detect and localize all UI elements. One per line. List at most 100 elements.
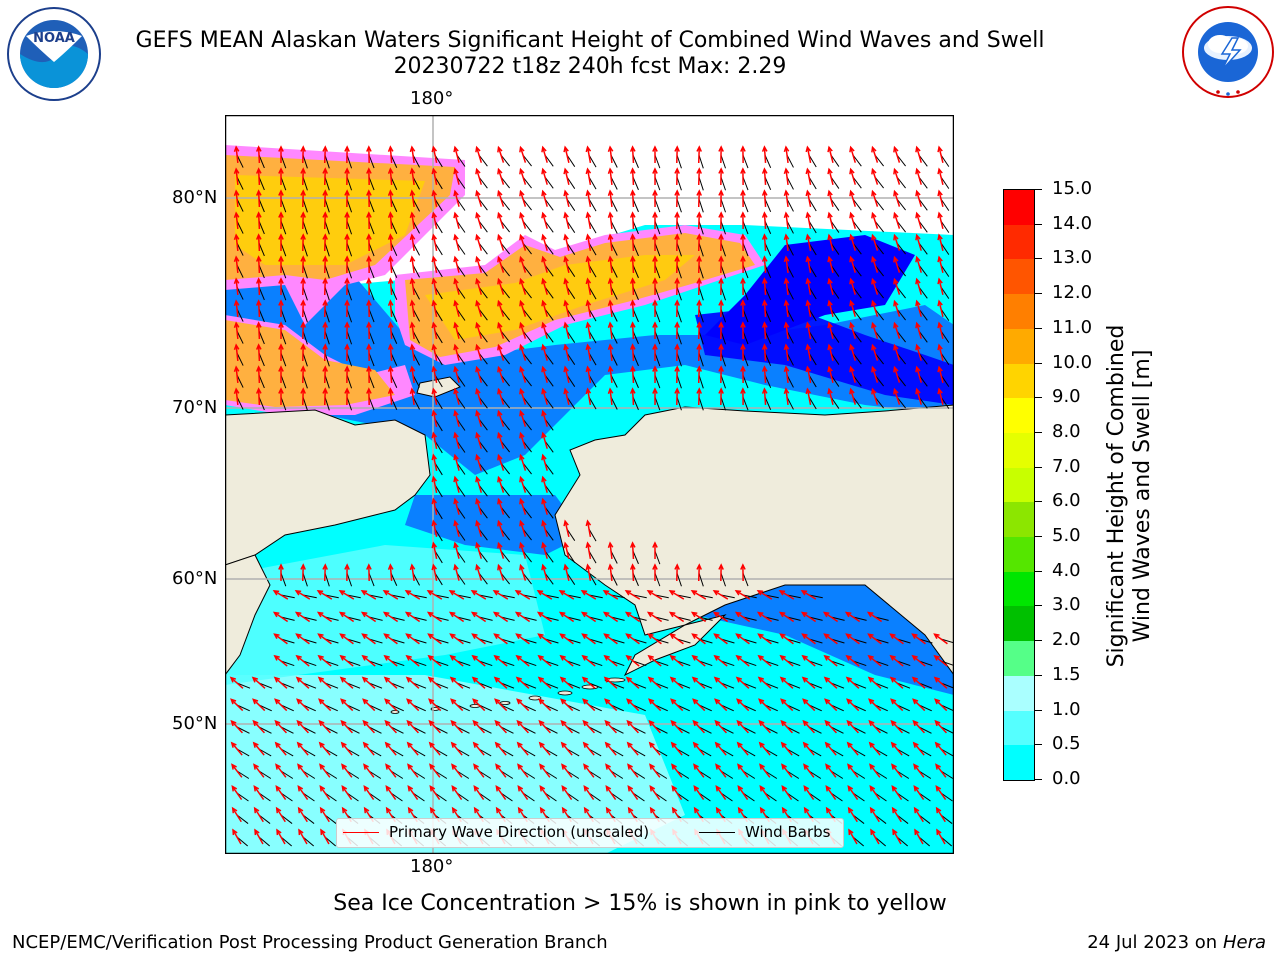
wind-barb [390,352,398,366]
wind-barb [742,682,757,689]
wave-arrow [454,323,460,339]
wind-barb [544,748,558,757]
wave-arrow-head [696,343,702,350]
wave-arrow [257,190,261,208]
wave-arrow [385,764,397,778]
wave-arrow-head [646,611,654,618]
wind-barb [786,638,801,644]
wind-barb [324,792,337,802]
wave-arrow-head [649,806,656,814]
wind-barb [852,330,862,343]
wave-arrow-head [849,365,855,373]
wave-arrow-head [868,741,875,748]
wave-arrow [429,742,441,756]
wind-barb [764,242,772,257]
wave-arrow [497,367,505,383]
wave-arrow-head [516,719,523,727]
wave-arrow-head [427,654,434,661]
wind-barb [676,198,682,213]
wave-arrow-head [718,387,724,394]
wave-arrow [253,742,265,756]
wind-barb [456,418,466,431]
wind-barb [500,660,515,667]
wave-arrow [736,720,750,734]
wind-barb [588,528,597,542]
wind-barb [236,176,244,190]
wind-barb [258,726,272,734]
wave-arrow [341,764,353,778]
wave-arrow-head [409,233,416,241]
wave-arrow [586,322,592,340]
wave-arrow-head [278,167,284,174]
wave-arrow [871,213,879,229]
wave-arrow-head [867,633,874,640]
wave-arrow-head [915,343,921,351]
wave-arrow-head [871,387,877,395]
wave-arrow [257,168,261,186]
wave-arrow-head [362,719,369,727]
wind-barb [500,330,511,343]
wave-arrow-head [585,233,592,241]
wind-barb [764,792,777,802]
wave-arrow [475,301,483,317]
wave-arrow [363,742,375,756]
wind-barb [368,792,381,802]
wind-barb [698,616,713,621]
colorbar-tick-mark [1034,501,1042,503]
wave-arrow-head [453,343,459,351]
wave-arrow-head [652,387,658,394]
barb-legend-swatch [699,832,735,833]
wave-arrow [714,655,728,667]
wind-barb [830,704,844,712]
wave-arrow [781,764,793,778]
wave-arrow-head [387,563,394,570]
wind-barb [544,616,559,621]
wave-arrow-head [519,277,525,285]
wind-barb [940,220,950,233]
wind-barb [478,308,488,321]
wave-arrow-head [627,785,634,792]
wave-arrow [780,633,794,645]
wind-barb [676,176,682,191]
colorbar-tick-label: 13.0 [1052,247,1093,269]
wind-barb [368,242,375,257]
wind-barb [390,396,398,410]
wind-barb [456,660,471,667]
wind-barb [478,396,488,409]
wind-barb [566,682,581,689]
wind-barb [720,616,735,621]
wave-arrow [257,278,261,296]
wave-arrow-head [718,299,724,306]
wave-arrow [609,256,613,274]
wave-arrow [916,169,922,185]
wind-barb [830,616,845,621]
wave-arrow [432,499,438,515]
wave-arrow-head [278,365,284,372]
wave-arrow [497,257,505,273]
wave-arrow-head [849,189,855,197]
wave-arrow-head [915,167,921,175]
wave-arrow-head [761,189,768,196]
wind-barb [280,594,295,599]
wave-arrow-head [847,785,854,792]
wind-barb [830,748,844,757]
wind-barb [786,726,800,734]
wave-arrow-head [233,211,240,219]
wave-arrow [473,786,485,800]
wave-arrow [257,234,261,252]
wave-arrow-head [563,321,569,329]
wave-arrow [824,655,838,667]
wind-barb [874,704,888,712]
wind-barb [918,264,928,277]
wave-arrow [432,235,438,251]
wave-arrow [405,611,421,623]
wave-arrow-head [827,343,833,351]
wave-arrow-head [339,676,347,683]
colorbar-swatch [1004,259,1034,295]
wind-barb [302,660,317,667]
wave-arrow-head [783,255,790,263]
wave-arrow-head [296,741,303,748]
wave-arrow [475,257,483,273]
wave-arrow [626,677,640,689]
wave-arrow [432,191,438,207]
